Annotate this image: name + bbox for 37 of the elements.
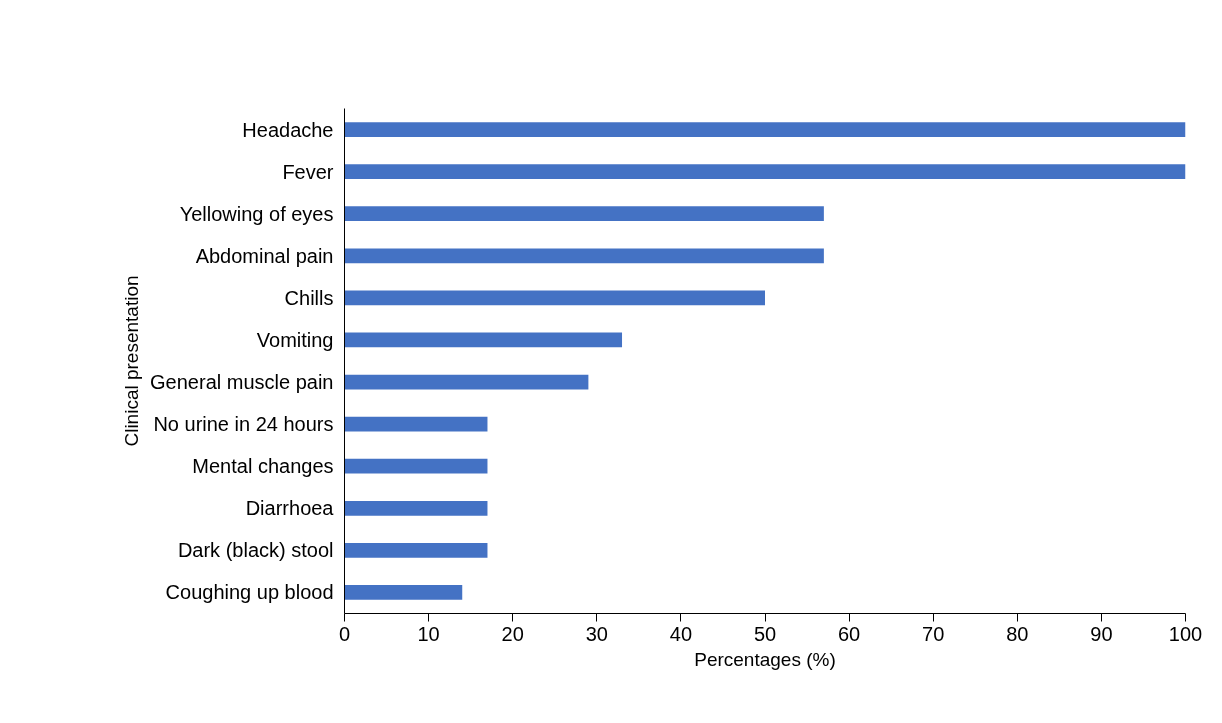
y-tick-label: Fever (282, 160, 334, 183)
y-tick-label: General muscle pain (150, 371, 334, 394)
bar (344, 458, 488, 474)
y-tick-label: Diarrhoea (245, 497, 335, 520)
bar (344, 374, 589, 390)
x-tick-label: 20 (501, 622, 524, 645)
y-tick-label: Dark (black) stool (177, 539, 334, 562)
x-tick-label: 30 (585, 622, 608, 645)
x-tick-label: 40 (669, 622, 693, 645)
y-tick-label: Headache (242, 118, 334, 141)
bar (344, 332, 623, 348)
bar (344, 543, 488, 558)
y-axis-title: Clinical presentation (121, 275, 143, 447)
bar (344, 248, 824, 264)
bar (344, 500, 488, 516)
x-tick-label: 100 (1168, 622, 1203, 645)
x-tick-label: 60 (837, 622, 861, 645)
y-tick-label: Coughing up blood (165, 581, 334, 604)
x-axis-title: Percentages (%) (694, 648, 836, 670)
x-tick-label: 0 (338, 622, 351, 645)
y-tick-label: No urine in 24 hours (153, 413, 334, 436)
bar (344, 585, 463, 600)
y-tick-label: Abdominal pain (195, 244, 334, 267)
bar (344, 290, 765, 306)
x-tick-label: 90 (1090, 622, 1113, 645)
y-tick-label: Mental changes (192, 455, 334, 478)
x-tick-label: 80 (1006, 622, 1029, 645)
y-tick-label: Chills (284, 286, 334, 309)
y-tick-label: Yellowing of eyes (179, 202, 334, 225)
y-tick-label: Vomiting (256, 328, 334, 351)
x-tick-label: 70 (922, 622, 945, 645)
bar (344, 416, 488, 432)
x-tick-label: 50 (753, 622, 777, 645)
bar (344, 164, 1186, 179)
x-tick-label: 10 (417, 622, 440, 645)
bar (344, 122, 1186, 137)
bar (344, 206, 824, 222)
